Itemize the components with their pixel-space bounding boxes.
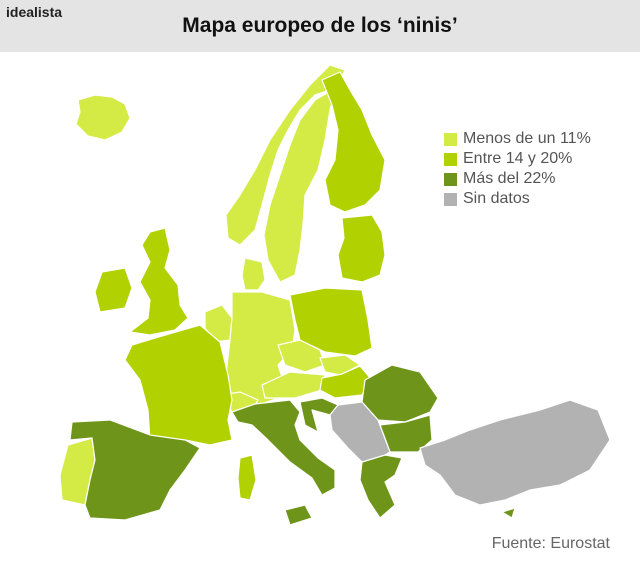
legend-swatch [444, 192, 457, 206]
france [124, 324, 233, 446]
legend-item: Menos de un 11% [444, 129, 591, 149]
denmark [241, 257, 266, 291]
ireland [94, 267, 133, 313]
title: Mapa europeo de los ‘ninis’ [182, 14, 458, 37]
source: Fuente: Eurostat [491, 535, 610, 552]
poland [289, 287, 373, 357]
baltics [337, 214, 386, 283]
croatia [299, 397, 339, 433]
brand: idealista [6, 4, 63, 20]
legend: Menos de un 11% Entre 14 y 20% Más del 22%… [444, 129, 591, 209]
iceland [75, 94, 131, 141]
legend-label: Sin datos [463, 190, 530, 207]
turkey [419, 399, 611, 506]
uk [129, 227, 189, 336]
greece [359, 454, 403, 519]
norway [225, 64, 346, 246]
legend-swatch [444, 172, 457, 186]
sardinia [237, 454, 257, 501]
legend-swatch [444, 152, 457, 166]
header: idealista Mapa europeo de los ‘ninis’ [0, 0, 640, 52]
spain [69, 419, 201, 521]
legend-swatch [444, 132, 457, 146]
legend-label: Entre 14 y 20% [463, 150, 573, 167]
finland [321, 71, 386, 213]
map [59, 64, 611, 526]
cyprus [501, 507, 516, 519]
legend-label: Menos de un 11% [463, 130, 591, 147]
legend-item: Más del 22% [444, 169, 591, 189]
balkans [329, 401, 391, 463]
legend-label: Más del 22% [463, 170, 556, 187]
sweden [263, 87, 337, 283]
italy [231, 399, 336, 496]
legend-item: Entre 14 y 20% [444, 149, 591, 169]
sicily [284, 504, 313, 526]
romania [361, 364, 439, 423]
legend-item: Sin datos [444, 189, 591, 209]
